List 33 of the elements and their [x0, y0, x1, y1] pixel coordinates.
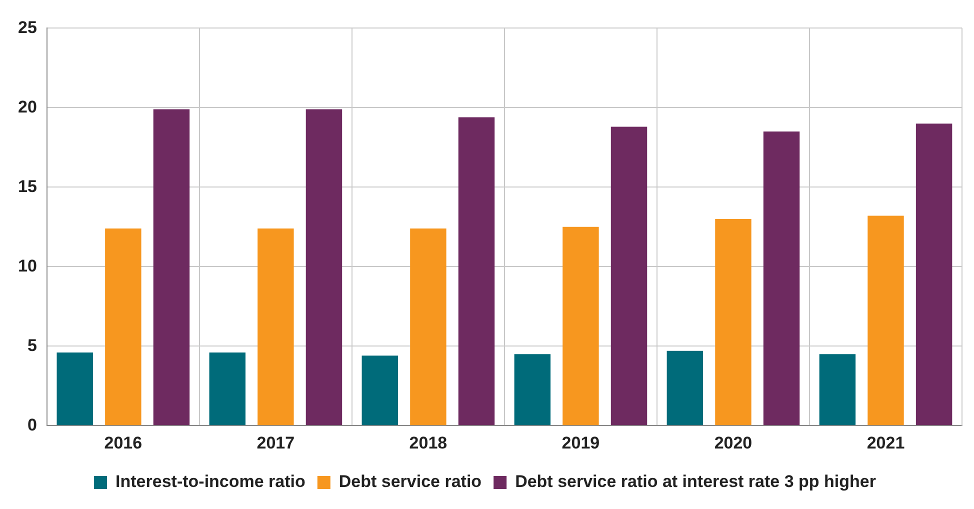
- legend-label: Interest-to-income ratio: [116, 472, 306, 492]
- bar: [105, 228, 142, 426]
- bar: [819, 354, 856, 426]
- x-tick-label: 2016: [104, 433, 142, 452]
- bar: [410, 228, 446, 426]
- bar: [562, 226, 599, 426]
- y-tick-label: 15: [18, 176, 37, 196]
- bar: [763, 132, 800, 426]
- bar: [666, 350, 704, 426]
- bar: [209, 352, 246, 426]
- bar: [458, 117, 495, 426]
- x-tick-label: 2017: [256, 433, 295, 452]
- x-tick-label: 2020: [714, 433, 752, 452]
- bar: [715, 218, 752, 426]
- y-tick-label: 0: [27, 415, 37, 434]
- bar: [153, 109, 190, 426]
- bar: [258, 228, 294, 426]
- bar: [306, 109, 342, 426]
- x-tick-label: 2021: [866, 433, 905, 452]
- bar: [56, 352, 93, 426]
- y-tick-label: 25: [18, 18, 37, 37]
- legend-label: Debt service ratio at interest rate 3 pp higher: [515, 472, 876, 492]
- y-tick-label: 20: [18, 97, 37, 116]
- bar: [514, 354, 551, 426]
- legend-label: Debt service ratio: [338, 472, 482, 492]
- bar: [916, 124, 952, 426]
- x-tick-label: 2018: [409, 433, 448, 452]
- y-tick-label: 5: [27, 336, 37, 355]
- bar: [868, 216, 904, 426]
- bar: [610, 126, 648, 426]
- bar: [362, 356, 398, 426]
- y-tick-label: 10: [18, 256, 37, 276]
- x-tick-label: 2019: [562, 433, 600, 452]
